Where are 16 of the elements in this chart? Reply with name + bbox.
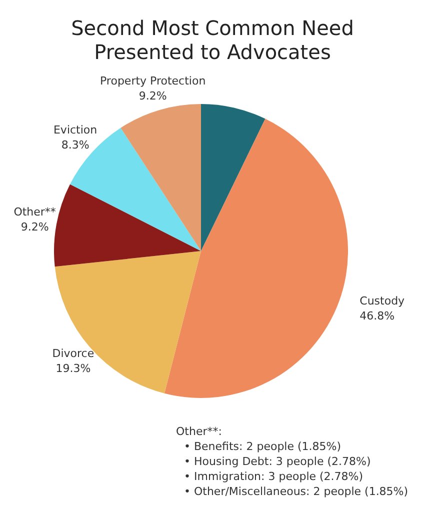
data-label: 46.8%	[360, 310, 395, 323]
text: • Benefits: 2 people (1.85%)	[184, 439, 342, 454]
text: Other**:	[176, 424, 223, 439]
data-label: 19.3%	[56, 362, 91, 375]
slice-label: Other**	[14, 206, 56, 219]
text: • Housing Debt: 3 people (2.78%)	[184, 454, 372, 469]
chart-title: Second Most Common Need Presented to Advocates	[70, 15, 355, 64]
slice-label: Custody	[360, 294, 406, 308]
text: • Other/Miscellaneous: 2 people (1.85%)	[184, 484, 410, 499]
data-label: 9.2%	[20, 220, 49, 234]
slice-label: Eviction	[53, 123, 98, 136]
text: • Immigration: 3 people (2.78%)	[184, 469, 364, 484]
slice-label: Divorce	[52, 346, 94, 360]
data-label: 9.2%	[138, 89, 167, 102]
slice-label: Property Protection	[100, 74, 206, 88]
data-label: 8.3%	[61, 138, 90, 152]
